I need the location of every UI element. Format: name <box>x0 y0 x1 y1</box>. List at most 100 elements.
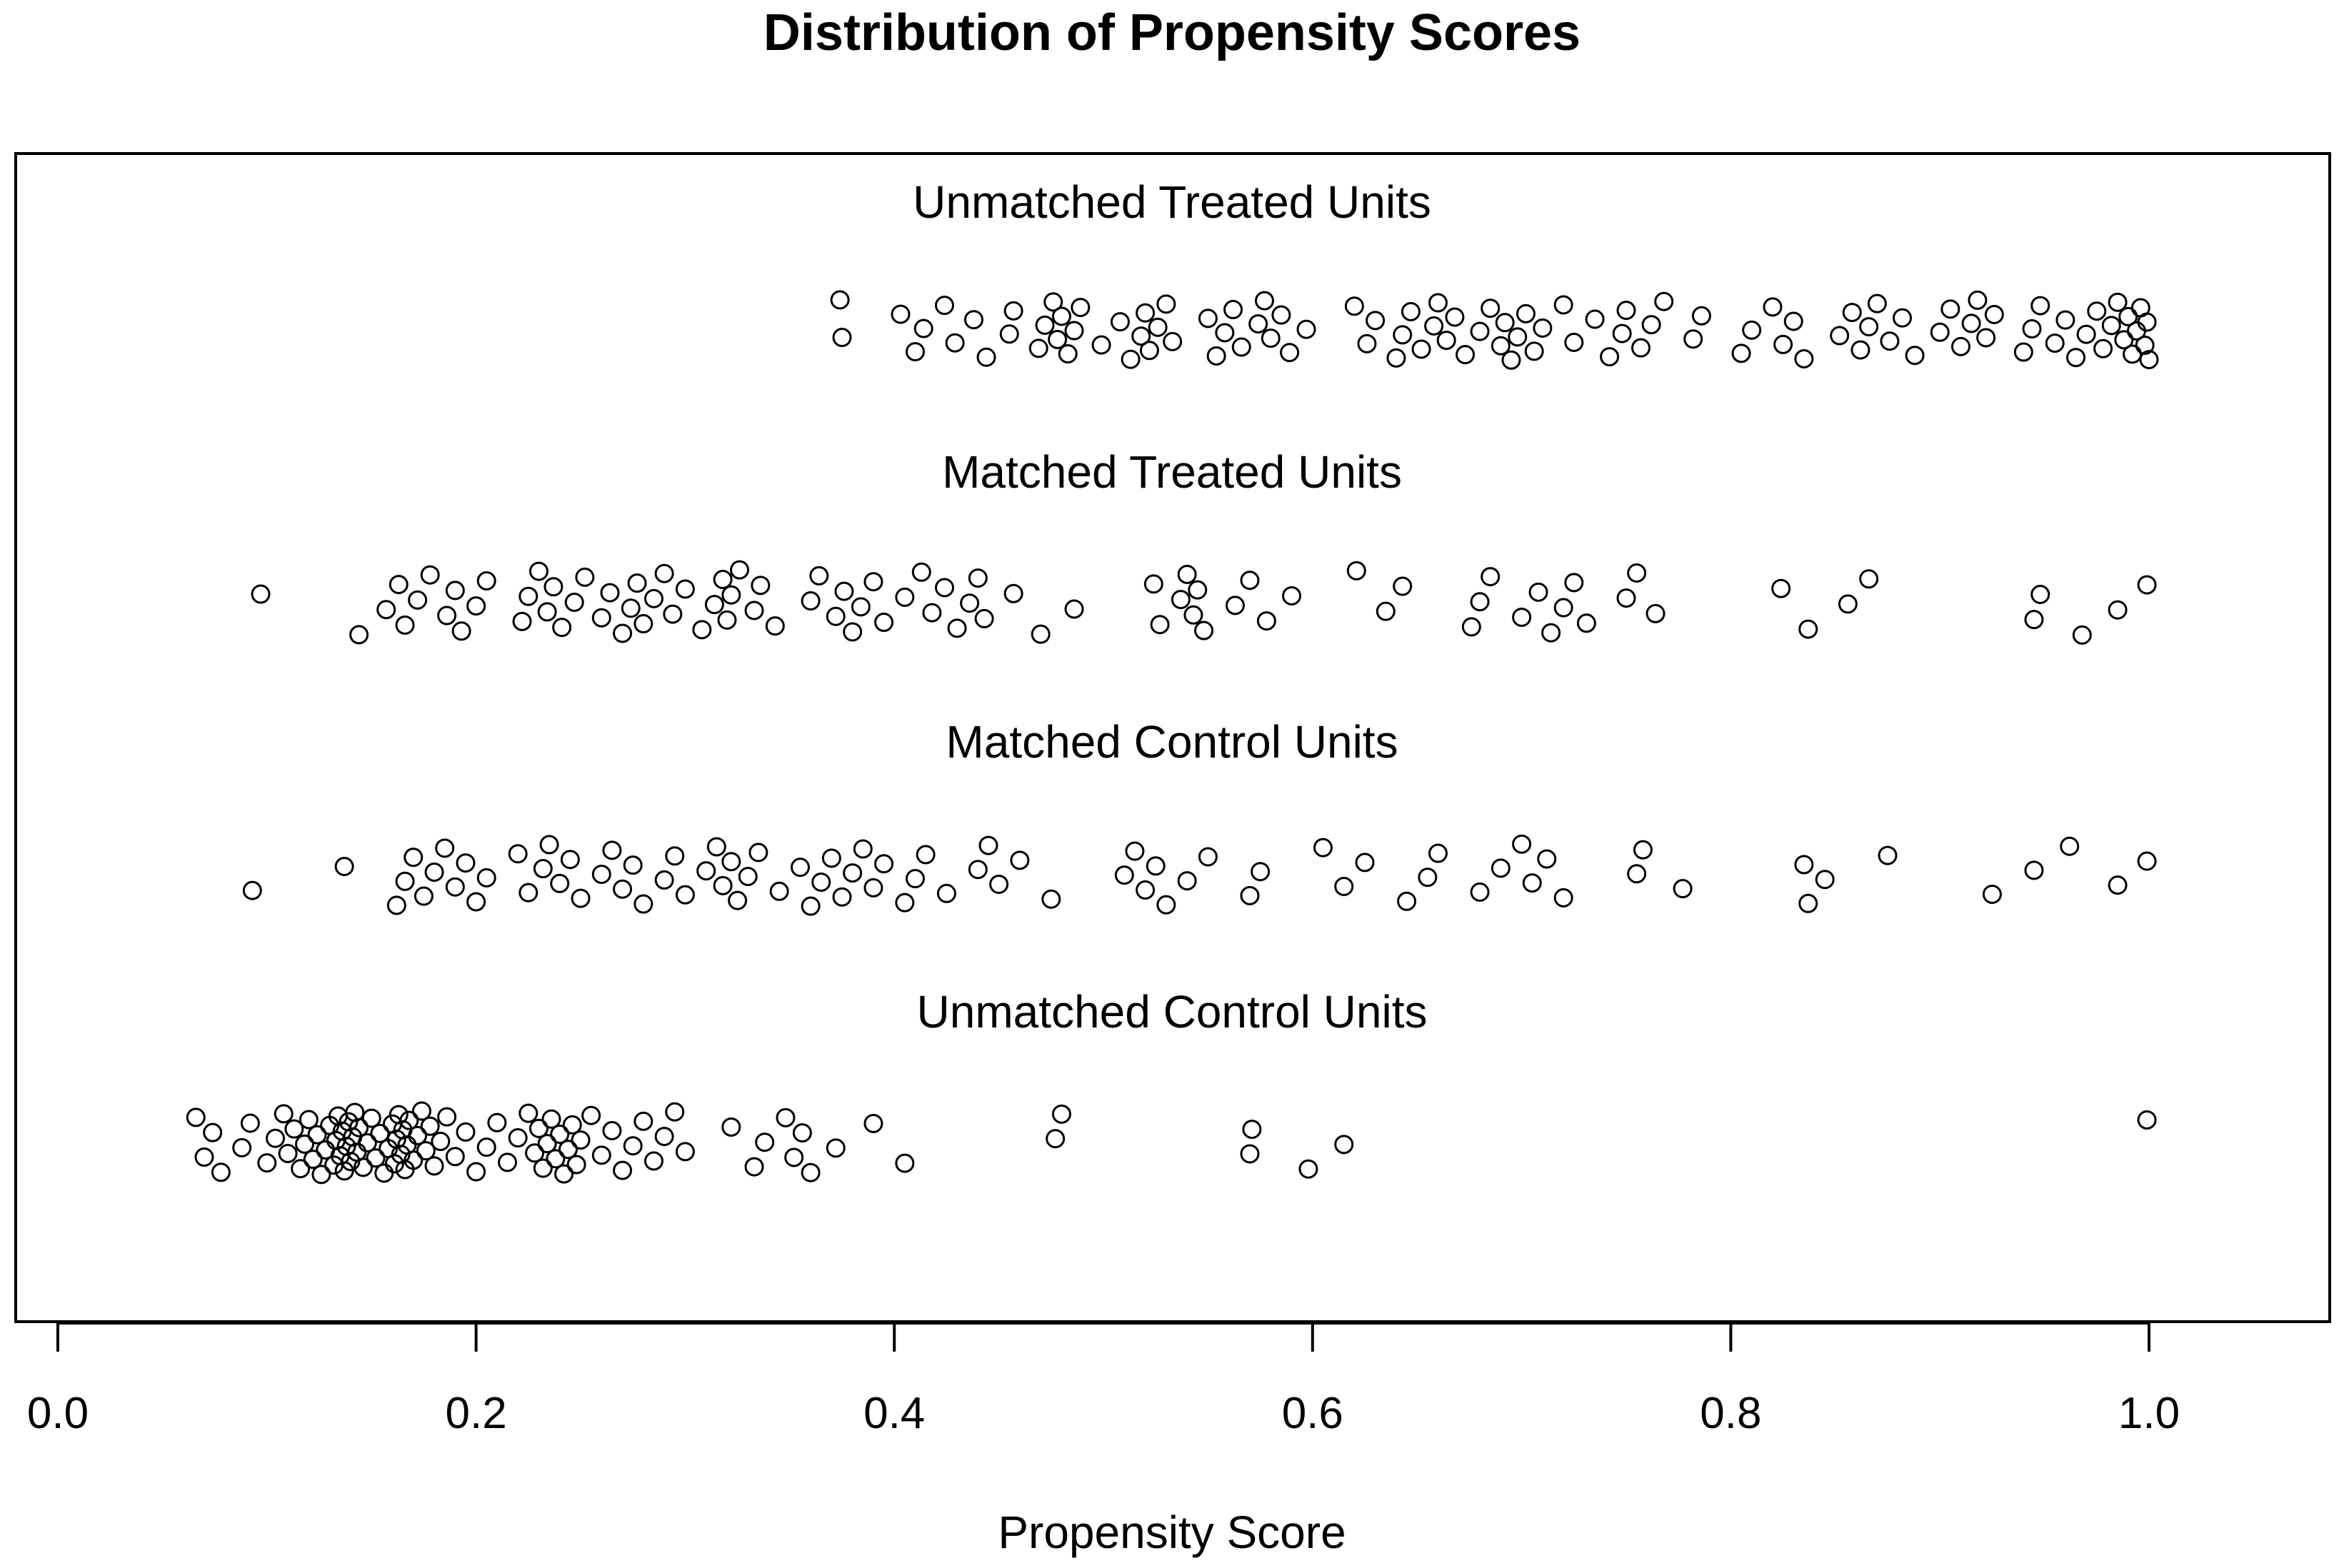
data-point <box>334 1161 354 1181</box>
data-point <box>974 608 994 628</box>
data-point <box>728 890 748 910</box>
data-point <box>370 1123 390 1143</box>
data-point <box>960 593 980 613</box>
data-point <box>537 602 557 622</box>
data-point <box>374 1163 394 1183</box>
data-point <box>1627 864 1647 884</box>
data-point <box>801 896 821 916</box>
data-point <box>851 597 871 617</box>
data-point <box>361 1108 381 1128</box>
data-point <box>704 595 724 615</box>
data-point <box>623 1136 643 1156</box>
data-point <box>1028 338 1048 358</box>
data-point <box>1110 312 1130 332</box>
data-point <box>911 562 931 582</box>
data-point <box>1366 311 1386 331</box>
data-point <box>341 1152 361 1172</box>
data-point <box>291 1159 311 1179</box>
data-point <box>437 605 457 625</box>
x-tick-label: 0.6 <box>1282 1389 1343 1438</box>
data-point <box>2108 875 2128 895</box>
data-point <box>863 1113 883 1133</box>
data-point <box>922 603 942 623</box>
data-point <box>1261 328 1281 348</box>
data-point <box>2123 344 2143 364</box>
data-point <box>541 1109 561 1129</box>
data-point <box>1003 301 1023 321</box>
data-point <box>1282 586 1302 605</box>
data-point <box>1150 615 1170 635</box>
data-point <box>1880 331 1900 351</box>
data-point <box>1950 336 1970 356</box>
data-point <box>211 1162 231 1182</box>
data-point <box>546 1149 566 1169</box>
data-point <box>395 615 415 635</box>
data-point <box>916 845 936 865</box>
data-point <box>627 573 647 593</box>
data-point <box>1512 834 1532 854</box>
data-point <box>1461 617 1481 637</box>
data-point <box>2137 575 2157 595</box>
data-point <box>613 1160 633 1180</box>
data-point <box>1976 328 1996 348</box>
data-point <box>357 1132 377 1152</box>
data-point <box>654 870 674 890</box>
data-point <box>529 561 549 581</box>
data-point <box>416 1141 436 1161</box>
data-point <box>487 1112 507 1132</box>
data-point <box>404 848 424 868</box>
data-point <box>809 566 829 586</box>
data-point <box>1240 1144 1260 1164</box>
data-point <box>581 1105 601 1125</box>
data-point <box>203 1122 223 1142</box>
data-point <box>550 1125 570 1145</box>
data-point <box>696 861 716 881</box>
data-point <box>832 328 852 348</box>
data-point <box>519 1103 539 1123</box>
data-point <box>353 1157 373 1177</box>
data-point <box>1171 590 1191 610</box>
data-point <box>1553 888 1573 908</box>
data-point <box>748 843 768 863</box>
data-point <box>274 1104 294 1124</box>
data-point <box>623 855 643 875</box>
data-point <box>1131 326 1151 346</box>
data-point <box>525 1143 545 1163</box>
data-point <box>240 1113 260 1133</box>
data-point <box>1641 315 1661 335</box>
data-point <box>411 1101 431 1121</box>
data-point <box>1859 569 1879 589</box>
data-point <box>792 1123 812 1143</box>
data-point <box>1794 348 1814 368</box>
data-point <box>2030 296 2050 316</box>
data-point <box>1576 613 1596 633</box>
data-point <box>1491 336 1511 356</box>
data-point <box>1296 319 1316 339</box>
data-point <box>1428 843 1448 863</box>
data-point <box>905 869 925 889</box>
data-point <box>978 835 998 855</box>
data-point <box>895 893 915 913</box>
data-point <box>801 1162 821 1182</box>
data-point <box>519 586 539 606</box>
data-point <box>968 860 988 880</box>
data-point <box>1393 325 1413 345</box>
data-point <box>1508 327 1528 347</box>
data-point <box>1481 298 1501 318</box>
data-point <box>633 894 653 914</box>
data-point <box>1892 308 1912 328</box>
data-point <box>529 1118 549 1138</box>
data-point <box>1051 306 1071 326</box>
data-point <box>384 1154 404 1174</box>
data-point <box>2030 585 2050 605</box>
data-point <box>613 623 633 643</box>
data-point <box>744 600 764 620</box>
data-point <box>1121 349 1141 369</box>
data-point <box>706 837 726 857</box>
data-point <box>1225 595 1245 615</box>
data-point <box>1731 343 1751 363</box>
data-point <box>751 576 771 595</box>
data-point <box>550 873 570 893</box>
data-points <box>186 290 2159 1185</box>
data-point <box>1585 309 1605 329</box>
